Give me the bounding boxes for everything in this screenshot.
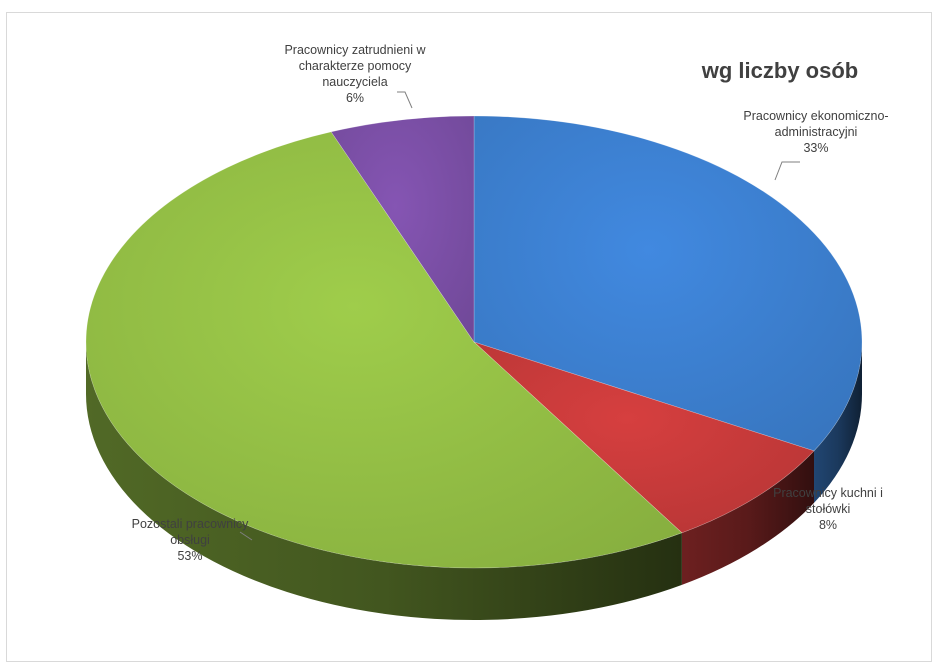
leader-line-3 (397, 91, 413, 109)
pie-side-0 (814, 342, 862, 503)
chart-title: wg liczby osób (701, 58, 858, 83)
pie-slice-3 (330, 115, 475, 343)
slice-label-3-line-0: Pracownicy zatrudnieni w (284, 43, 426, 57)
slice-label-1-line-1: stołówki (806, 502, 850, 516)
slice-label-0-line-2: 33% (803, 141, 828, 155)
slice-label-1-line-2: 8% (819, 518, 837, 532)
leader-line-0 (774, 161, 800, 181)
slice-label-0-line-1: administracyjni (775, 125, 858, 139)
slice-label-3-line-2: nauczyciela (322, 75, 387, 89)
slice-label-2-line-1: obsługi (170, 533, 210, 547)
pie-slice-1 (473, 341, 815, 534)
pie-side-2 (86, 342, 682, 621)
slice-label-1-line-0: Pracownicy kuchni i (773, 486, 883, 500)
pie-slice-0 (473, 115, 863, 452)
leader-line-2 (239, 531, 253, 541)
slice-label-0-line-0: Pracownicy ekonomiczno- (743, 109, 888, 123)
slice-label-3-line-3: 6% (346, 91, 364, 105)
slice-label-2-line-2: 53% (177, 549, 202, 563)
slice-label-3-line-1: charakterze pomocy (299, 59, 412, 73)
slice-label-2-line-0: Pozostali pracownicy (132, 517, 249, 531)
pie-side-1 (681, 450, 815, 585)
pie-slice-2 (85, 131, 683, 569)
